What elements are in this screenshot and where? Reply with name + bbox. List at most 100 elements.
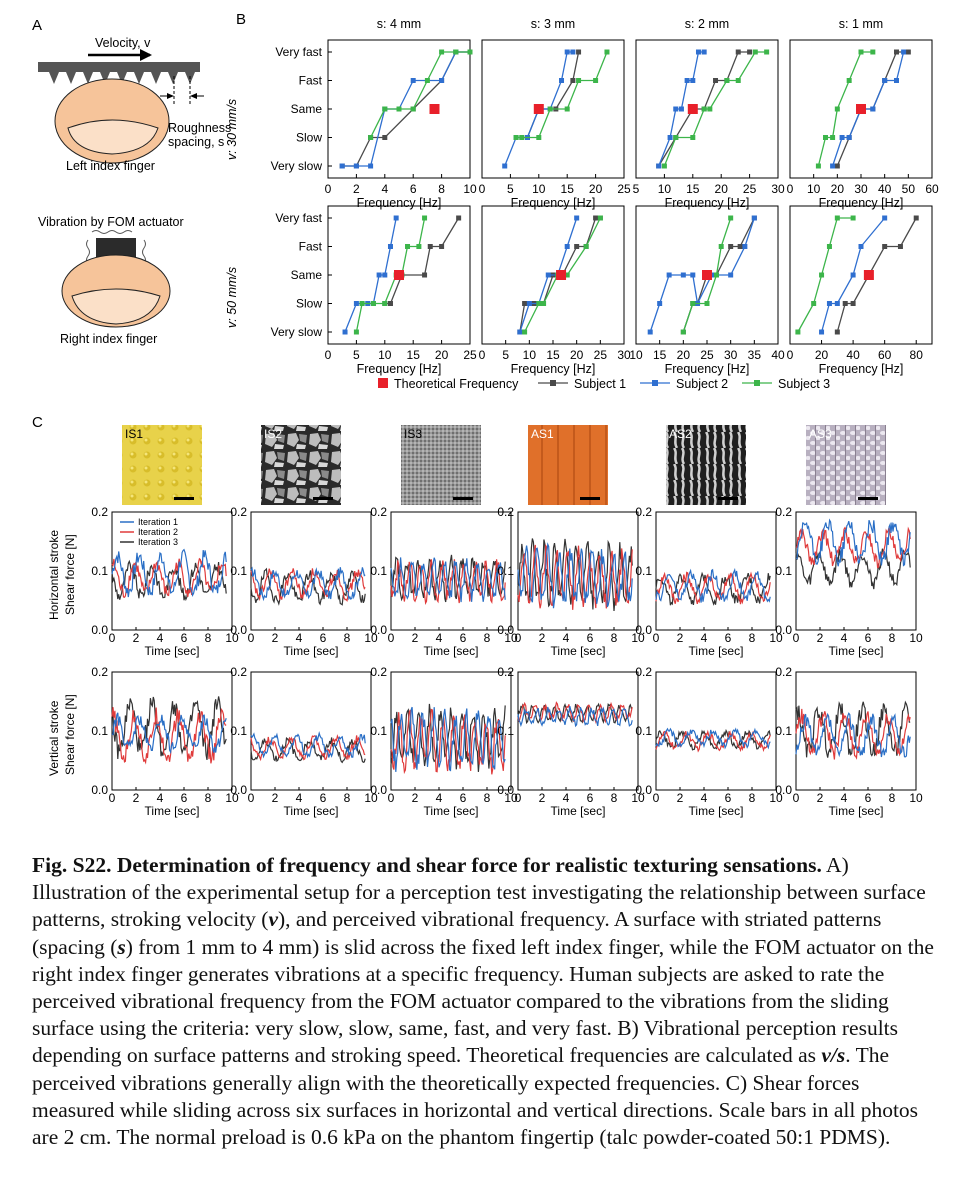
data-point-subject2 xyxy=(834,301,840,306)
surface-label: AS2 xyxy=(669,427,692,441)
x-tick-label: 30 xyxy=(724,348,738,362)
surface-photo-is3: IS3 xyxy=(401,425,481,505)
data-point-subject3 xyxy=(424,78,430,83)
chart-frame xyxy=(635,39,779,179)
x-tick-label: 2 xyxy=(353,182,360,196)
data-point-subject3 xyxy=(795,329,801,335)
surface-texture xyxy=(528,425,608,505)
y-tick-label: 0.0 xyxy=(775,783,792,797)
x-tick-label: 0 xyxy=(248,791,255,805)
scale-bar xyxy=(858,497,878,500)
series-line-subject2 xyxy=(820,217,886,333)
data-point-subject2 xyxy=(517,329,523,335)
x-tick-label: 2 xyxy=(539,791,546,805)
data-point-subject2 xyxy=(846,135,852,140)
surface-texture xyxy=(666,425,746,505)
x-tick-label: 15 xyxy=(561,182,575,196)
data-point-subject1 xyxy=(913,215,919,221)
vibration-label: Vibration by FOM actuator xyxy=(38,215,184,229)
theoretical-frequency-marker xyxy=(702,270,712,280)
scale-bar xyxy=(718,497,738,500)
y-tick-label: Very slow xyxy=(271,159,323,173)
trace-iteration1 xyxy=(390,706,506,772)
legend-subject2-marker xyxy=(652,380,658,386)
x-tick-label: 10 xyxy=(909,791,923,805)
x-tick-label: 30 xyxy=(854,182,868,196)
x-tick-label: 0 xyxy=(388,791,395,805)
surface-texture xyxy=(806,425,886,505)
surface-label: IS2 xyxy=(264,427,282,441)
data-point-subject3 xyxy=(368,135,374,140)
x-tick-label: 10 xyxy=(769,791,783,805)
data-point-subject2 xyxy=(353,301,359,306)
data-point-subject3 xyxy=(382,301,388,306)
data-point-subject3 xyxy=(819,272,825,278)
legend-label-iteration3: Iteration 3 xyxy=(138,537,178,547)
data-point-subject2 xyxy=(410,78,416,83)
y-tick-label: 0.0 xyxy=(635,783,652,797)
row-title-v30: v: 30 mm/s xyxy=(225,99,239,160)
x-tick-label: 6 xyxy=(460,631,467,645)
right-finger-label: Right index finger xyxy=(60,332,157,346)
data-point-subject3 xyxy=(690,135,696,140)
perception-chart-v50-s4mm: Very slow Slow Same Fast Very fast 0 5 10 15 20 25… xyxy=(271,205,477,376)
x-tick-label: 2 xyxy=(677,631,684,645)
data-point-subject3 xyxy=(583,244,589,249)
perception-chart-v30-s2mm: s: 2 mm 5 10 15 20 25 30 Frequency [Hz] xyxy=(633,17,785,210)
x-tick-label: 20 xyxy=(831,182,845,196)
data-point-subject2 xyxy=(382,272,388,278)
panel-label-a: A xyxy=(32,17,42,34)
caption-text-4: . The perceived vibrations generally ali… xyxy=(32,1043,919,1150)
y-tick-label: 0.2 xyxy=(91,665,108,679)
trace-iteration2 xyxy=(655,571,771,605)
row-title-vertical: Vertical stroke xyxy=(47,700,61,776)
data-point-subject2 xyxy=(339,163,345,169)
y-tick-label: 0.1 xyxy=(635,724,652,738)
data-point-subject3 xyxy=(728,215,734,221)
data-point-subject2 xyxy=(545,272,551,278)
x-axis-label: Frequency [Hz] xyxy=(819,362,904,376)
data-point-subject2 xyxy=(695,49,701,55)
x-tick-label: 5 xyxy=(633,182,640,196)
x-tick-label: 0 xyxy=(479,182,486,196)
left-fingernail xyxy=(67,119,159,155)
data-point-subject3 xyxy=(597,215,603,221)
series-line-subject3 xyxy=(370,51,470,138)
x-tick-label: 8 xyxy=(344,791,351,805)
x-tick-label: 25 xyxy=(463,348,477,362)
perception-chart-v50-s3mm: 0 5 10 15 20 25 30 Frequency [Hz] xyxy=(479,205,631,376)
x-axis-label: Time [sec] xyxy=(145,644,200,658)
data-point-subject2 xyxy=(742,244,748,249)
x-tick-label: 4 xyxy=(841,791,848,805)
trace-iteration1 xyxy=(796,518,911,567)
x-tick-label: 8 xyxy=(749,791,756,805)
y-tick-label: 0.0 xyxy=(497,623,514,637)
perception-chart-v50-s1mm: 0 20 40 60 80 Frequency [Hz] xyxy=(787,205,933,376)
x-tick-label: 0 xyxy=(388,631,395,645)
x-tick-label: 25 xyxy=(617,182,631,196)
x-tick-label: 15 xyxy=(407,348,421,362)
shear-chart-vertical-is3: 0.0 0.1 0.2 0 2 4 6 8 10 Time [sec] xyxy=(370,665,518,818)
caption-var-v: v xyxy=(268,907,278,932)
row-title-v50: v: 50 mm/s xyxy=(225,267,239,328)
y-tick-label: 0.0 xyxy=(91,623,108,637)
caption-var-s: s xyxy=(117,934,126,959)
x-axis-label: Frequency [Hz] xyxy=(357,196,442,210)
data-point-subject1 xyxy=(850,301,856,306)
legend-subject1-marker xyxy=(550,380,556,386)
shear-chart-vertical-as2: 0.0 0.1 0.2 0 2 4 6 8 10 Time [sec] xyxy=(635,665,783,818)
surface-photo-is1: IS1 xyxy=(122,425,202,505)
data-point-subject3 xyxy=(396,106,402,112)
theoretical-frequency-marker xyxy=(856,104,866,114)
data-point-subject3 xyxy=(718,244,724,249)
data-point-subject2 xyxy=(666,272,672,278)
x-tick-label: 4 xyxy=(701,791,708,805)
y-tick-label: 0.2 xyxy=(635,665,652,679)
x-tick-label: 8 xyxy=(889,791,896,805)
trace-iteration1 xyxy=(517,542,633,609)
data-point-subject3 xyxy=(410,106,416,112)
x-tick-label: 2 xyxy=(133,791,140,805)
x-tick-label: 10 xyxy=(378,348,392,362)
x-tick-label: 35 xyxy=(748,348,762,362)
data-point-subject2 xyxy=(728,272,734,278)
